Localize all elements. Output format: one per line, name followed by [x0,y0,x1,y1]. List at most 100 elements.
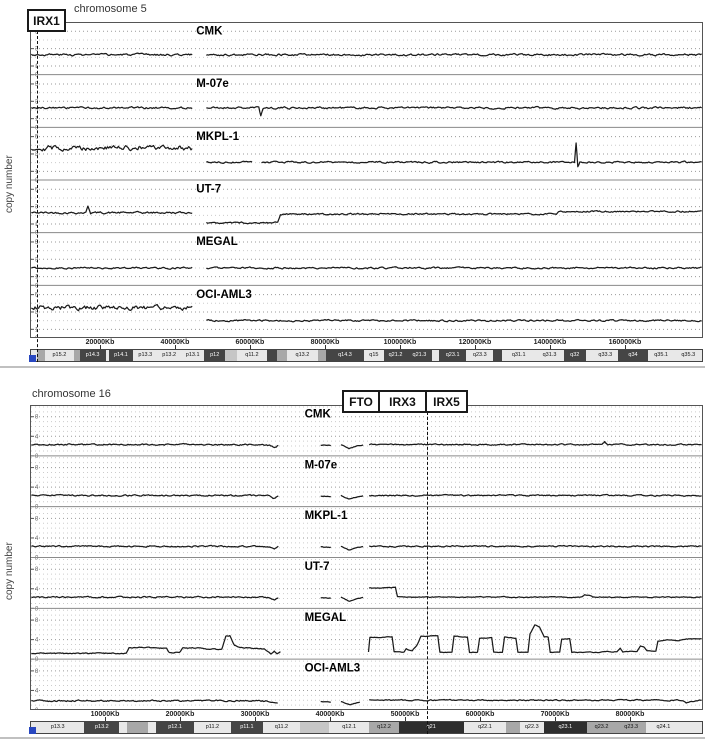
series-line-MEGAL [206,266,702,270]
chromosome-band-p13.1: p13.1 [180,350,205,361]
chromosome-band-q12.1: q12.1 [329,722,370,733]
chromosome-band [493,350,503,361]
chromosome-band-q11.2: q11.2 [237,350,267,361]
chromosome-band-q35.1: q35.1 [647,350,675,361]
chromosome-band-p11.2: p11.2 [193,722,231,733]
series-line-M-07e [368,493,702,497]
chromosome-band-p12.1: p12.1 [156,722,194,733]
y-tick-label: 4 [35,688,39,694]
x-tick-mark [255,717,257,721]
series-line-MKPL-1 [30,144,193,152]
x-tick-label: 20000Kb [85,339,115,346]
ideogram-chromosome-16: p13.3 p13.2 p12.1 p11.2 p11.1 q11.2 q12.1 q12.2… [30,721,703,734]
x-tick-mark [480,717,482,721]
series-line-CMK [368,440,702,447]
gene-box-fto: FTO [342,390,380,413]
x-tick-label: 160000Kb [608,339,642,346]
x-tick-mark [404,717,406,721]
plot-area-chromosome-16: 840840840840840840CMKM-07eMKPL-1UT-7MEGA… [30,405,703,710]
chromosome-band-q23.2: q23.2 [586,722,617,733]
y-tick-label: 0 [35,657,39,663]
chromosome-band-p13.3: p13.3 [31,722,85,733]
series-line-M-07e [206,105,703,117]
series-line-MKPL-1 [340,545,364,551]
gene-box-irx3: IRX3 [378,390,427,413]
x-tick-label: 140000Kb [533,339,567,346]
series-line-CMK [30,52,193,57]
series-line-OCI-AML3 [31,303,193,312]
x-tick-mark [630,717,632,721]
gridlines: 531053105310531053105310 [30,29,702,338]
chromosome-band-q23.1: q23.1 [438,350,467,361]
y-tick-label: 8 [35,669,39,675]
series-line-OCI-AML3 [206,318,702,323]
chromosome-band-q21.2: q21.2 [383,350,408,361]
chromosome-band-q15: q15 [364,350,384,361]
chromosome-band [585,350,593,361]
plot-area-chromosome-5: 531053105310531053105310CMK M-07e MKPL-1 UT… [30,22,703,338]
x-tick-mark [249,345,251,349]
y-tick-label: 0 [35,505,39,511]
panel-title-chr16: chromosome 16 [32,388,111,400]
y-tick-label: 4 [35,434,39,440]
series-line-MKPL-1 [320,545,331,549]
chromosome-band-p15.2: p15.2 [44,350,74,361]
gene-box-irx5: IRX5 [425,390,468,413]
y-tick-label: 8 [35,466,39,472]
x-tick-label: 60000Kb [465,711,495,718]
ideogram-chromosome-5: p15.2 p14.3 p14.1 p13.3 p13.2 p13.1 p12 q11.2 q1… [30,349,703,362]
series-line-MKPL-1 [31,544,279,550]
x-tick-mark [624,345,626,349]
x-tick-label: 10000Kb [90,711,120,718]
series-line-UT-7 [206,209,702,225]
chromosome-band-q11.2: q11.2 [262,722,300,733]
chromosome-band-p14.3: p14.3 [79,350,106,361]
x-tick-mark [180,717,181,721]
track-label-OCI-AML3: OCI-AML3 [196,289,252,301]
chromosome-band-q34: q34 [618,350,648,361]
series-line-UT-7 [31,595,279,601]
chromosome-band-q24.1: q24.1 [645,722,681,733]
series-line-OCI-AML3 [369,698,702,704]
gridlines: 840840840840840840 [30,406,702,710]
chromosome-band [105,350,109,361]
chromosome-band-q35.3: q35.3 [674,350,702,361]
series-line-OCI-AML3 [320,700,331,703]
chromosome-band-q32: q32 [563,350,586,361]
y-tick-label: 8 [35,618,39,624]
x-tick-mark [174,345,176,349]
series-line-UT-7 [320,597,331,599]
series-line-MKPL-1 [206,160,253,165]
x-tick-mark [399,345,401,349]
series-line-MEGAL [31,266,193,270]
series-line-MEGAL [367,624,702,654]
chromosome-band [127,722,149,733]
chromosome-band-q21: q21 [398,722,464,733]
x-tick-label: 100000Kb [383,339,417,346]
chromosome-band [431,350,439,361]
chromosome-band-p13.2: p13.2 [157,350,181,361]
track-label-MEGAL: MEGAL [305,612,347,624]
chromosome-band-q23.3: q23.3 [466,350,494,361]
y-tick-label: 4 [35,536,39,542]
y-tick-label: 4 [35,638,39,644]
chromosome-band-p13.2: p13.2 [84,722,120,733]
y-axis-label-chr5: copy number [4,155,15,213]
chromosome-band-q31.3: q31.3 [535,350,564,361]
chromosome-band [36,350,45,361]
x-tick-label: 80000Kb [615,711,645,718]
irx1-position-line [37,31,38,362]
x-tick-label: 80000Kb [310,339,340,346]
track-label-UT-7: UT-7 [196,184,221,196]
chromosome-band-q14.3: q14.3 [325,350,365,361]
chromosome-band [119,722,128,733]
chromosome-band [148,722,157,733]
series-line-OCI-AML3 [31,699,278,704]
series-line-MEGAL [31,634,281,655]
x-tick-label: 30000Kb [240,711,270,718]
series-line-CMK [31,442,279,449]
track-label-CMK: CMK [196,26,223,38]
chromosome-band-q12.2: q12.2 [369,722,399,733]
chromosome-band-q21.3: q21.3 [407,350,432,361]
